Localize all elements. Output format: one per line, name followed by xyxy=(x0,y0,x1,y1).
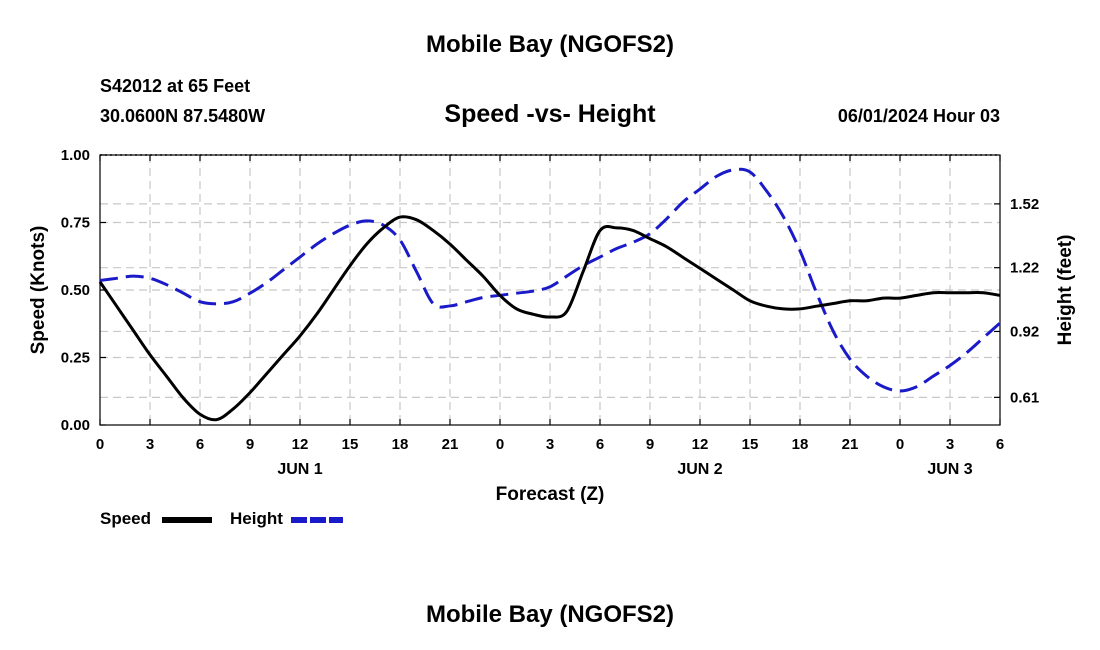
y-tick-label: 0.00 xyxy=(61,417,90,434)
x-tick-label: 15 xyxy=(742,436,759,453)
x-tick-label: 15 xyxy=(342,436,359,453)
x-tick-label: 0 xyxy=(96,436,104,453)
date-label: JUN 3 xyxy=(927,461,972,478)
y-axis-label: Speed (Knots) xyxy=(28,226,49,355)
x-axis-ticks: 0 3 6 9 12 15 18 21 0 3 6 9 12 15 18 21 0 3 6 xyxy=(96,155,1004,453)
footer-title: Mobile Bay (NGOFS2) xyxy=(425,601,675,628)
x-tick-label: 3 xyxy=(146,436,154,453)
forecast-datetime: 06/01/2024 Hour 03 xyxy=(837,106,1000,126)
speed-series-line xyxy=(98,215,1001,422)
y-tick-label: 0.50 xyxy=(61,282,90,299)
x-tick-label: 18 xyxy=(792,436,809,453)
x-tick-label: 0 xyxy=(896,436,904,453)
station-label: S42012 at 65 Feet xyxy=(100,76,251,96)
legend-height-label: Height xyxy=(230,509,283,528)
y2-tick-label: 1.52 xyxy=(1010,196,1039,213)
x-tick-label: 6 xyxy=(996,436,1004,453)
date-labels: JUN 1 JUN 2 JUN 3 xyxy=(277,461,972,478)
right-axis-ticks: 0.61 0.92 1.22 1.52 xyxy=(994,196,1039,406)
date-label: JUN 2 xyxy=(677,461,722,478)
left-axis-ticks: 0.00 0.25 0.50 0.75 1.00 xyxy=(61,147,106,434)
x-tick-label: 6 xyxy=(596,436,604,453)
x-tick-label: 0 xyxy=(496,436,504,453)
x-tick-label: 6 xyxy=(196,436,204,453)
x-tick-label: 9 xyxy=(646,436,654,453)
x-tick-label: 18 xyxy=(392,436,409,453)
grid-lines xyxy=(100,155,1000,425)
x-tick-label: 9 xyxy=(246,436,254,453)
chart-title: Speed -vs- Height xyxy=(444,100,656,128)
x-tick-label: 21 xyxy=(842,436,859,453)
height-series-line xyxy=(99,167,1001,393)
page-title: Mobile Bay (NGOFS2) xyxy=(425,31,675,58)
y2-axis-label: Height (feet) xyxy=(1055,235,1076,346)
y2-tick-label: 0.61 xyxy=(1010,389,1039,406)
y-tick-label: 0.75 xyxy=(61,215,90,232)
y-tick-label: 0.25 xyxy=(61,350,90,367)
x-tick-label: 12 xyxy=(692,436,709,453)
legend-speed-label: Speed xyxy=(100,509,152,528)
x-tick-label: 3 xyxy=(546,436,554,453)
x-tick-label: 3 xyxy=(946,436,954,453)
y2-tick-label: 0.92 xyxy=(1010,323,1039,340)
x-tick-label: 12 xyxy=(292,436,309,453)
x-axis-label: Forecast (Z) xyxy=(496,484,605,505)
y2-tick-label: 1.22 xyxy=(1010,260,1039,277)
date-label: JUN 1 xyxy=(277,461,322,478)
station-coordinates: 30.0600N 87.5480W xyxy=(100,106,266,126)
y-tick-label: 1.00 xyxy=(61,147,90,164)
x-tick-label: 21 xyxy=(442,436,459,453)
